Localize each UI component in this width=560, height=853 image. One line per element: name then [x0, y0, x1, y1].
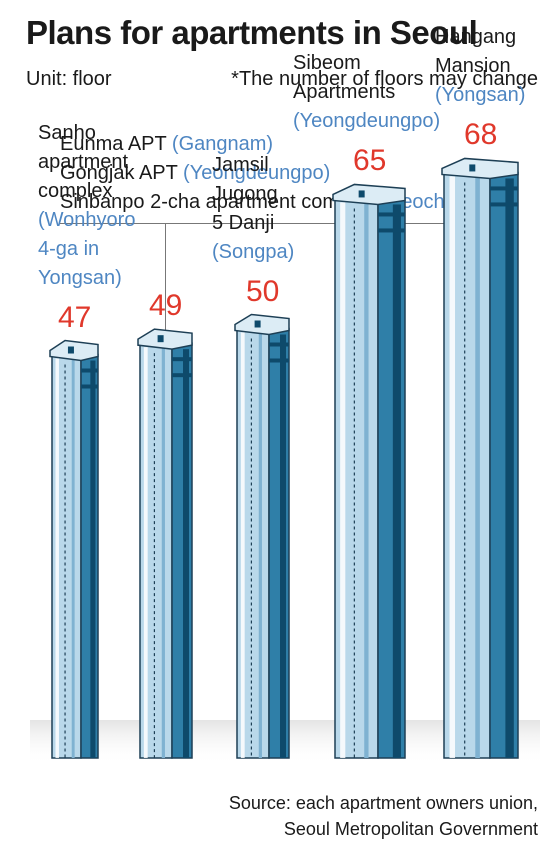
- building-bar: [441, 157, 519, 759]
- source-note: Source: each apartment owners union, Seo…: [228, 793, 538, 839]
- value-label: 50: [246, 274, 280, 308]
- building-bar: [234, 313, 290, 759]
- category-name-line: Sanho: [38, 121, 96, 144]
- building-bar: [49, 339, 99, 759]
- category-location-line: (Yeongdeungpo): [293, 110, 441, 133]
- category-location-line: (Yongsan): [435, 84, 526, 107]
- category-name-line: Hangang: [435, 26, 517, 49]
- category-location-line: (Songpa): [212, 240, 295, 263]
- group-item: Eunma APT (Gangnam): [60, 133, 274, 155]
- category-location-line: 4-ga in: [38, 237, 100, 260]
- group-underline: [60, 223, 468, 224]
- value-label: 49: [149, 289, 183, 323]
- category-name-line: Jugong: [212, 182, 278, 205]
- page-title: Plans for apartments in Seoul: [26, 14, 478, 51]
- category-location-line: Yongsan): [38, 266, 122, 289]
- leader-line: [165, 224, 166, 418]
- building-bar: [137, 328, 193, 759]
- unit-label: Unit: floor: [26, 68, 112, 90]
- category-name-line: Apartments: [293, 81, 396, 104]
- category-name-line: apartment: [38, 150, 129, 173]
- category-location-line: (Wonhyoro: [38, 208, 136, 231]
- category-label: Jamsil Jugong 5 Danji (Songpa): [212, 151, 294, 267]
- grouped-apartments-label: Eunma APT (Gangnam) Gongjak APT (Yeongde…: [60, 130, 462, 217]
- value-label: 65: [353, 144, 387, 178]
- category-name-line: Jamsil: [212, 153, 269, 176]
- category-name-line: 5 Danji: [212, 211, 275, 234]
- category-name-line: Mansion: [435, 55, 511, 78]
- category-label: Sibeom Apartments (Yeongdeungpo): [293, 49, 440, 136]
- category-name-line: complex: [38, 179, 113, 202]
- category-label: Sanho apartment complex (Wonhyoro 4-ga in Yon…: [38, 119, 135, 293]
- floors-note: *The number of floors may change: [231, 68, 538, 90]
- category-label: Hangang Mansion (Yongsan): [435, 23, 525, 110]
- group-item: Gongjak APT (Yeongdeungpo): [60, 162, 331, 184]
- value-label: 47: [58, 300, 92, 334]
- category-name-line: Sibeom: [293, 52, 361, 75]
- building-bar: [332, 183, 406, 759]
- value-label: 68: [464, 118, 498, 152]
